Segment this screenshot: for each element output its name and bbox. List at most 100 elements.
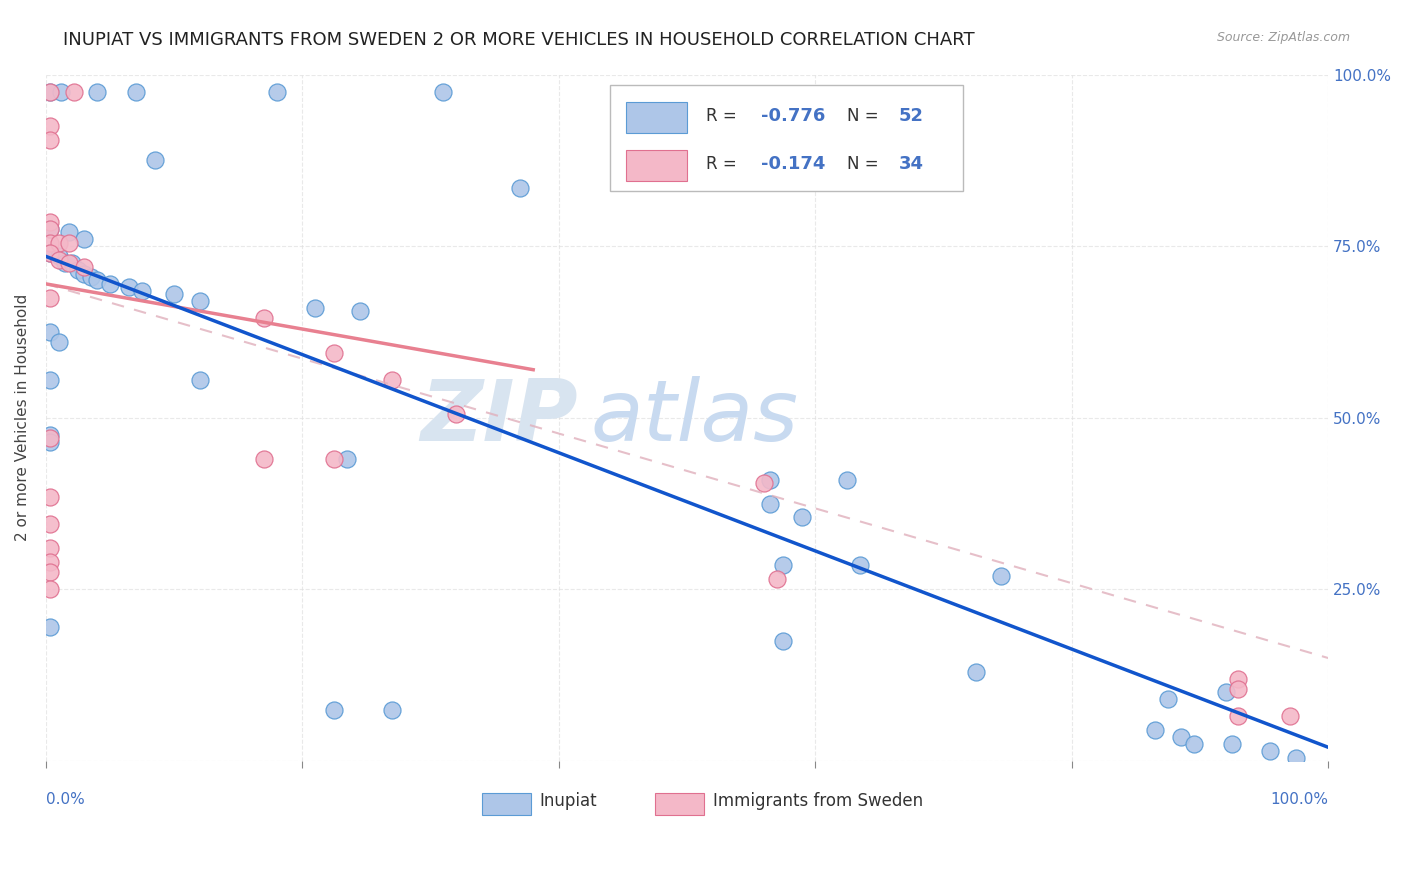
Point xyxy=(58,256,80,270)
Point xyxy=(323,702,346,716)
Point xyxy=(48,249,70,263)
Point xyxy=(38,620,60,634)
Point xyxy=(118,280,141,294)
Point xyxy=(253,452,276,467)
Point xyxy=(1278,709,1301,723)
Point xyxy=(266,85,288,99)
Point xyxy=(446,407,468,421)
Point xyxy=(323,452,346,467)
Text: Inupiat: Inupiat xyxy=(540,792,598,810)
Point xyxy=(990,568,1012,582)
Point xyxy=(73,260,96,274)
FancyBboxPatch shape xyxy=(610,85,963,191)
Text: Source: ZipAtlas.com: Source: ZipAtlas.com xyxy=(1216,31,1350,45)
Point xyxy=(51,85,73,99)
FancyBboxPatch shape xyxy=(626,102,688,133)
Point xyxy=(849,558,872,573)
Point xyxy=(60,256,83,270)
Point xyxy=(48,235,70,250)
Point xyxy=(38,291,60,305)
Point xyxy=(38,215,60,229)
Point xyxy=(1220,737,1243,751)
Text: R =: R = xyxy=(706,154,742,173)
Point xyxy=(38,85,60,99)
Text: 34: 34 xyxy=(898,154,924,173)
Point xyxy=(38,119,60,133)
Point xyxy=(349,304,371,318)
Text: R =: R = xyxy=(706,107,742,125)
Point xyxy=(38,517,60,532)
Point xyxy=(38,133,60,147)
Point xyxy=(759,497,782,511)
Point xyxy=(143,153,166,168)
Point xyxy=(73,267,96,281)
Point xyxy=(1157,692,1180,706)
Text: 0.0%: 0.0% xyxy=(46,792,84,807)
Point xyxy=(38,325,60,339)
Point xyxy=(188,294,211,309)
Point xyxy=(1182,737,1205,751)
Point xyxy=(38,428,60,442)
Point xyxy=(1144,723,1167,737)
Point xyxy=(38,246,60,260)
Point xyxy=(53,256,76,270)
Point xyxy=(792,510,814,524)
Text: 52: 52 xyxy=(898,107,924,125)
Point xyxy=(58,226,80,240)
Text: ZIP: ZIP xyxy=(420,376,578,459)
Y-axis label: 2 or more Vehicles in Household: 2 or more Vehicles in Household xyxy=(15,294,30,541)
Point xyxy=(38,85,60,99)
Point xyxy=(304,301,326,315)
Point xyxy=(98,277,121,291)
Point xyxy=(38,222,60,236)
FancyBboxPatch shape xyxy=(655,793,704,814)
Point xyxy=(58,235,80,250)
Point xyxy=(80,270,103,285)
Point xyxy=(38,246,60,260)
Point xyxy=(1260,744,1282,758)
Point xyxy=(38,434,60,449)
Point xyxy=(48,252,70,267)
Point xyxy=(38,490,60,504)
Text: N =: N = xyxy=(848,107,884,125)
Point xyxy=(765,572,787,586)
Point xyxy=(38,565,60,579)
Point xyxy=(38,582,60,597)
Point xyxy=(63,85,86,99)
Point xyxy=(125,85,148,99)
Point xyxy=(965,665,987,679)
Text: N =: N = xyxy=(848,154,884,173)
Point xyxy=(253,311,276,326)
Text: INUPIAT VS IMMIGRANTS FROM SWEDEN 2 OR MORE VEHICLES IN HOUSEHOLD CORRELATION CH: INUPIAT VS IMMIGRANTS FROM SWEDEN 2 OR M… xyxy=(63,31,974,49)
Text: -0.776: -0.776 xyxy=(762,107,825,125)
Point xyxy=(837,473,859,487)
Point xyxy=(772,633,794,648)
Point xyxy=(381,373,404,387)
Point xyxy=(131,284,153,298)
Text: atlas: atlas xyxy=(591,376,799,459)
Point xyxy=(752,475,775,490)
Point xyxy=(38,235,60,250)
Point xyxy=(509,181,531,195)
Point xyxy=(66,263,89,277)
Point xyxy=(38,373,60,387)
Text: Immigrants from Sweden: Immigrants from Sweden xyxy=(713,792,922,810)
Point xyxy=(188,373,211,387)
Point xyxy=(38,431,60,445)
Point xyxy=(86,85,108,99)
Point xyxy=(38,541,60,556)
Point xyxy=(48,335,70,350)
Point xyxy=(38,555,60,569)
Point xyxy=(323,345,346,359)
Point xyxy=(1227,709,1250,723)
Point xyxy=(336,452,359,467)
FancyBboxPatch shape xyxy=(482,793,530,814)
Point xyxy=(1170,730,1192,744)
Point xyxy=(1215,685,1237,699)
Point xyxy=(86,273,108,287)
Point xyxy=(163,287,186,301)
Point xyxy=(432,85,454,99)
Point xyxy=(759,473,782,487)
Point xyxy=(73,232,96,246)
Point xyxy=(381,702,404,716)
